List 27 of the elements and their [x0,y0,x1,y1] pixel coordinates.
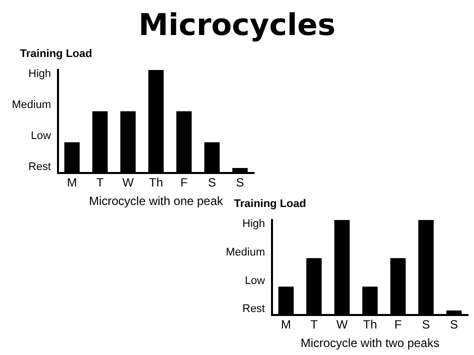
chart-title: Microcycles [138,8,336,43]
text: High [242,218,265,230]
x-tick-label: T [310,318,318,332]
x-tick-label: T [96,176,104,190]
x-tick-label: F [394,318,402,332]
x-tick-label: M [281,318,291,332]
text: Low [30,130,52,142]
text: Medium [12,99,51,112]
y-axis-title: Training Load [19,48,94,62]
x-axis-title: Microcycle with two peaks [300,336,440,350]
text: Rest [28,161,51,174]
x-tick-label: M [67,176,77,190]
x-tick-label: S [208,176,216,190]
x-tick-label: W [122,176,134,190]
x-tick-label: S [236,176,244,190]
x-tick-label: Th [362,318,378,332]
x-tick-label: S [450,318,458,332]
text: Medium [226,246,265,258]
text: Low [244,274,266,287]
x-axis-title: Microcycle with one peak [88,194,224,208]
text: High [28,68,51,80]
x-tick-label: F [180,176,188,190]
x-tick-label: S [422,318,430,332]
text: Rest [242,303,265,316]
x-tick-label: W [336,318,348,332]
y-axis-title: Training Load [233,198,308,212]
x-tick-label: Th [148,176,164,190]
